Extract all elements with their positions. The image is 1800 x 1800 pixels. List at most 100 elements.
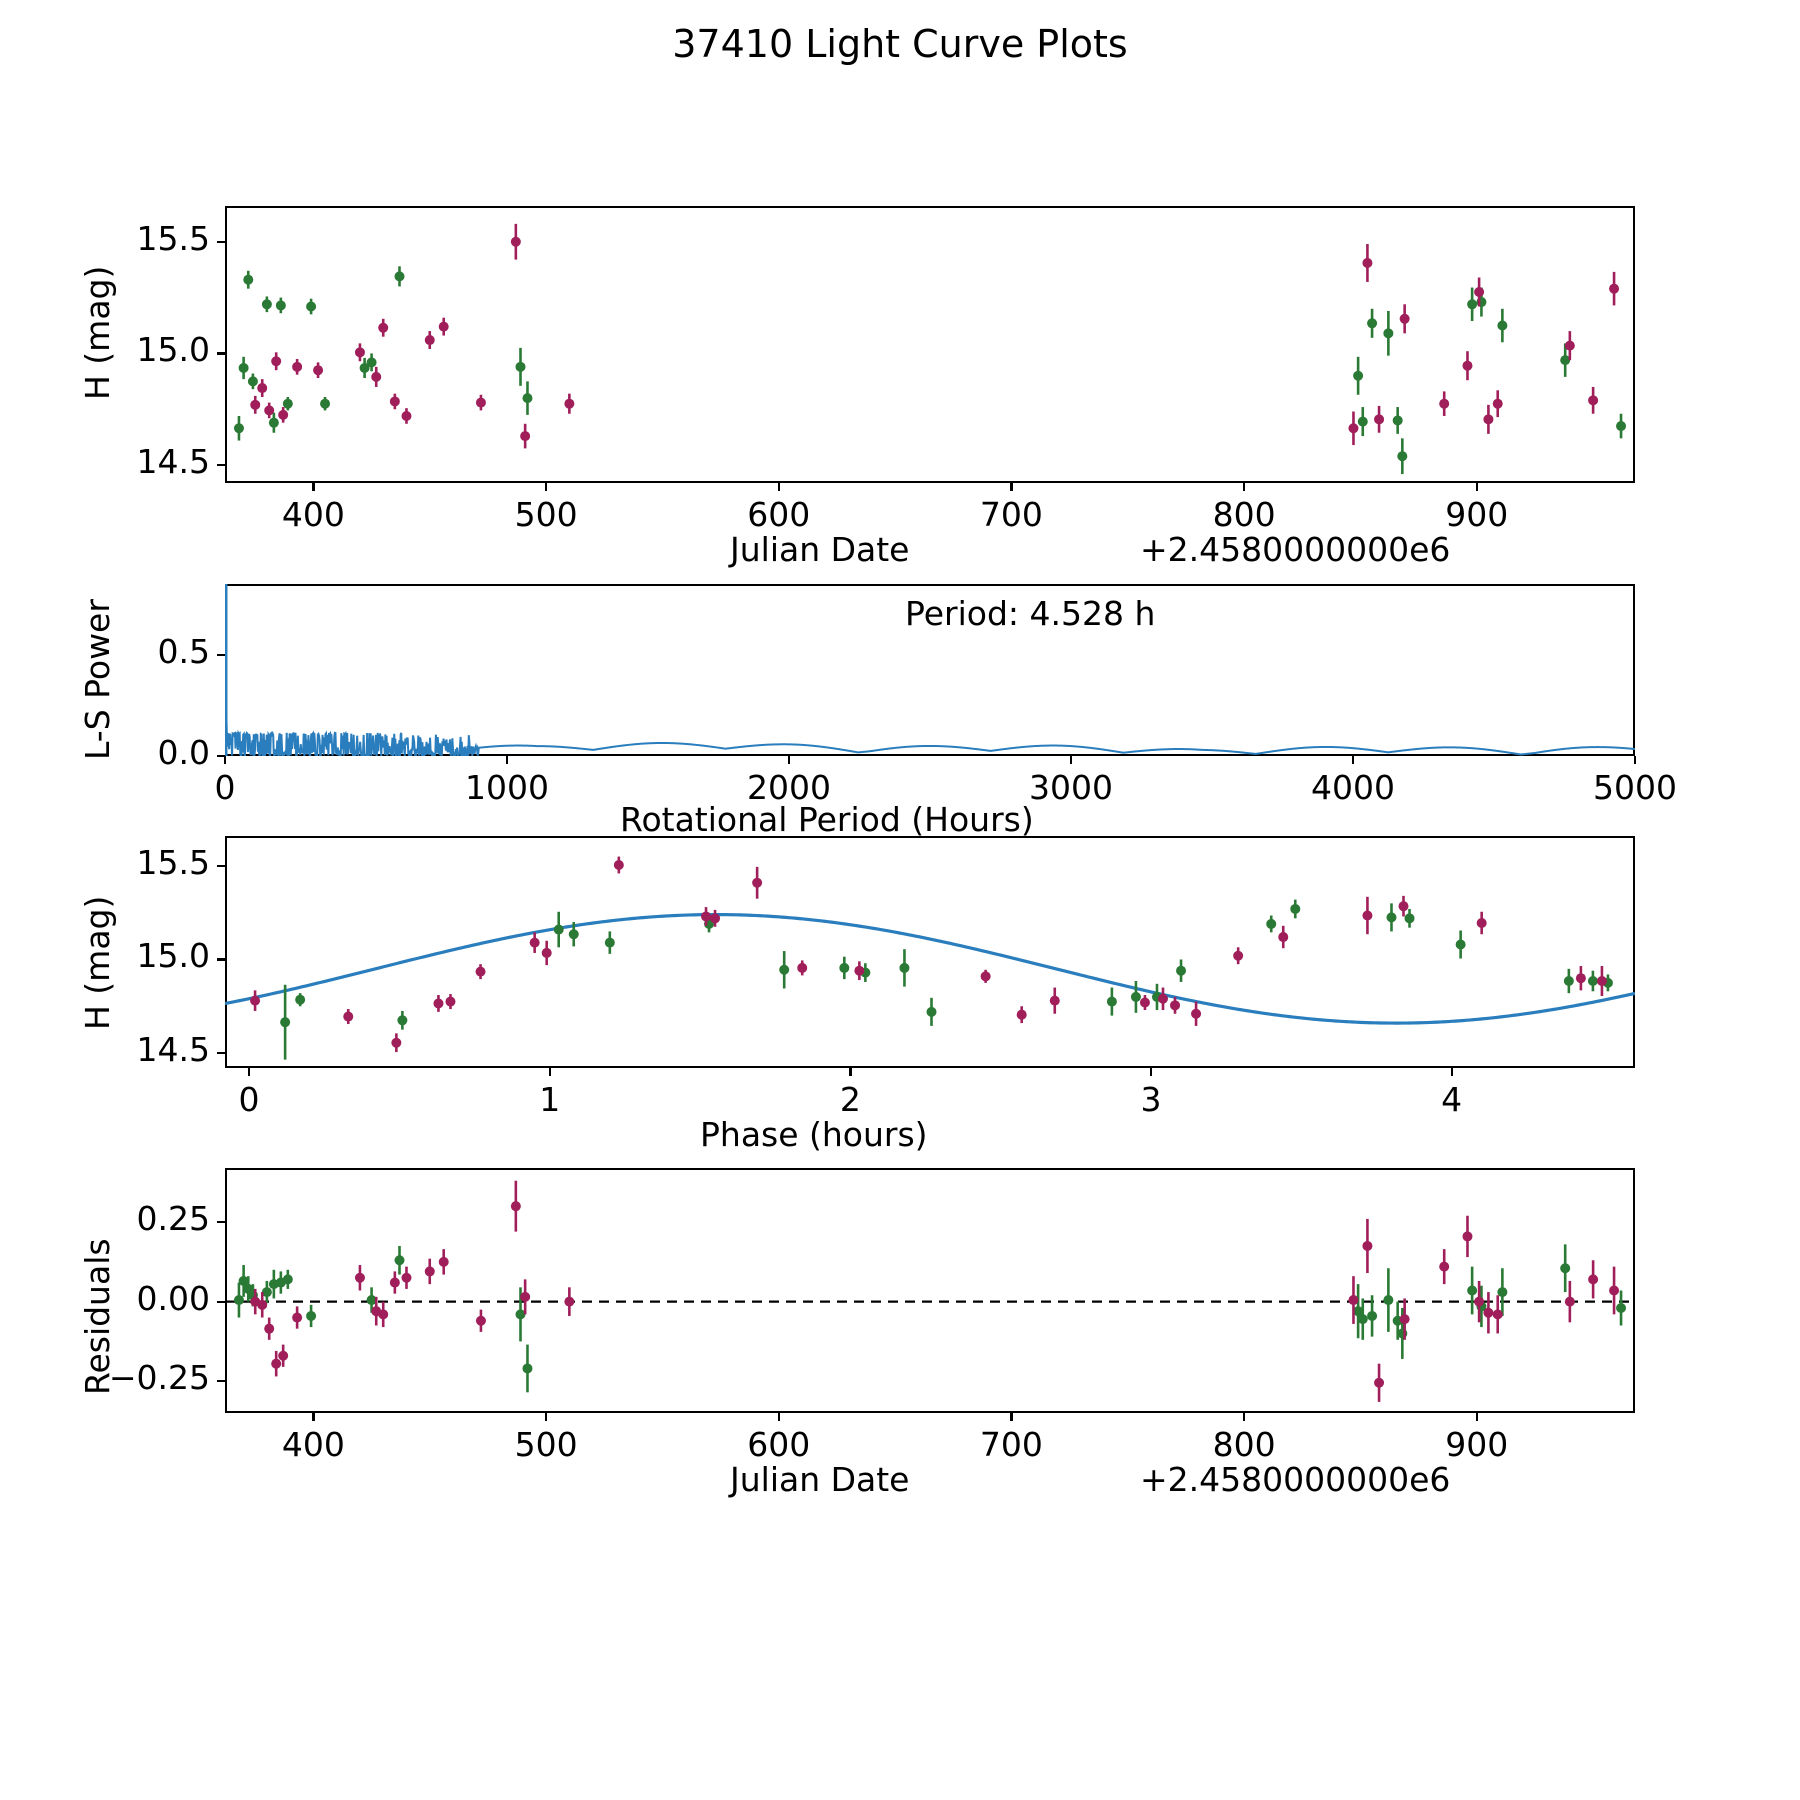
residuals-x-offset-label: +2.4580000000e6: [1140, 1460, 1451, 1499]
x-tick-label: 5000: [1593, 768, 1677, 807]
x-tick-mark: [1243, 483, 1246, 491]
data-point: [271, 356, 282, 367]
data-point: [401, 1272, 412, 1283]
data-point: [438, 321, 449, 332]
y-tick-label: 14.5: [136, 1030, 210, 1070]
data-point: [424, 1266, 435, 1277]
data-point: [1392, 415, 1403, 426]
data-point: [278, 1350, 289, 1361]
axes-frame: [225, 1168, 1635, 1413]
y-tick-mark: [217, 1221, 225, 1224]
data-point: [1575, 973, 1586, 984]
data-point: [389, 396, 400, 407]
lightcurve-xlabel: Julian Date: [730, 530, 910, 569]
data-point: [1399, 313, 1410, 324]
data-point: [354, 1272, 365, 1283]
data-point: [604, 937, 615, 948]
data-point: [541, 947, 552, 958]
x-tick-label: 400: [281, 495, 345, 534]
data-point: [1367, 1310, 1378, 1321]
data-point: [1353, 370, 1364, 381]
data-point: [394, 271, 405, 282]
x-tick-label: 700: [979, 495, 1043, 534]
data-point: [1492, 1309, 1503, 1320]
period-annotation: Period: 4.528 h: [905, 594, 1156, 633]
data-point: [292, 1312, 303, 1323]
data-point: [1609, 1285, 1620, 1296]
data-point: [401, 410, 412, 421]
y-tick-label: 14.5: [136, 442, 210, 482]
data-point: [1170, 1000, 1181, 1011]
data-point: [553, 924, 564, 935]
data-point: [1049, 995, 1060, 1006]
data-point: [264, 405, 275, 416]
data-point: [275, 300, 286, 311]
data-point: [280, 1017, 291, 1028]
y-tick-mark: [217, 755, 225, 758]
y-tick-mark: [217, 958, 225, 961]
data-point: [306, 1310, 317, 1321]
data-point: [1348, 423, 1359, 434]
data-point: [233, 423, 244, 434]
data-point: [278, 409, 289, 420]
data-point: [1596, 976, 1607, 986]
lightcurve-plot-area: [233, 223, 1627, 475]
data-point: [1374, 414, 1385, 425]
series-green-band: [233, 266, 1627, 475]
data-point: [1474, 1296, 1485, 1307]
data-point: [701, 911, 712, 922]
data-point: [1106, 996, 1117, 1007]
data-point: [1439, 398, 1450, 409]
data-point: [306, 301, 317, 312]
y-tick-label: 0.0: [157, 733, 210, 772]
data-point: [250, 995, 261, 1006]
data-point: [1367, 318, 1378, 329]
data-point: [839, 962, 850, 973]
x-tick-mark: [548, 1068, 551, 1076]
data-point: [233, 1295, 244, 1306]
data-point: [1353, 1306, 1364, 1317]
data-point: [1362, 257, 1373, 268]
y-tick-mark: [217, 1052, 225, 1055]
data-point: [1404, 913, 1415, 924]
x-tick-label: 700: [979, 1425, 1043, 1464]
data-point: [1564, 340, 1575, 351]
data-point: [1176, 965, 1187, 976]
x-tick-mark: [1450, 1068, 1453, 1076]
data-point: [1476, 918, 1487, 928]
data-point: [397, 1015, 408, 1026]
series-magenta-band: [250, 856, 1607, 1053]
data-point: [475, 397, 486, 408]
data-point: [522, 393, 533, 404]
periodogram-plot-area: [225, 584, 1635, 756]
data-point: [1560, 1263, 1571, 1274]
y-tick-label: 15.5: [136, 218, 210, 258]
data-point: [271, 1358, 282, 1369]
y-tick-label: 0.25: [136, 1199, 210, 1239]
data-point: [1588, 395, 1599, 406]
data-point: [1492, 398, 1503, 409]
data-point: [378, 1309, 389, 1320]
x-tick-mark: [1475, 1413, 1478, 1421]
data-point: [475, 966, 486, 977]
data-point: [354, 347, 365, 358]
phase-folded-plot-area: [225, 856, 1635, 1060]
data-point: [268, 417, 279, 428]
data-point: [366, 357, 377, 368]
x-tick-label: 600: [747, 1425, 811, 1464]
data-point: [568, 929, 579, 940]
data-point: [238, 1275, 249, 1286]
data-point: [1357, 416, 1368, 427]
data-point: [295, 994, 306, 1005]
data-point: [1016, 1009, 1027, 1020]
y-tick-mark: [217, 464, 225, 467]
data-point: [1616, 1303, 1627, 1313]
data-point: [282, 398, 293, 409]
residuals-plot-area: [225, 1180, 1635, 1402]
x-tick-label: 2: [839, 1080, 861, 1119]
x-tick-mark: [506, 756, 509, 764]
data-point: [366, 1295, 377, 1306]
data-point: [1290, 903, 1301, 914]
x-tick-mark: [1010, 1413, 1013, 1421]
data-point: [1348, 1295, 1359, 1306]
